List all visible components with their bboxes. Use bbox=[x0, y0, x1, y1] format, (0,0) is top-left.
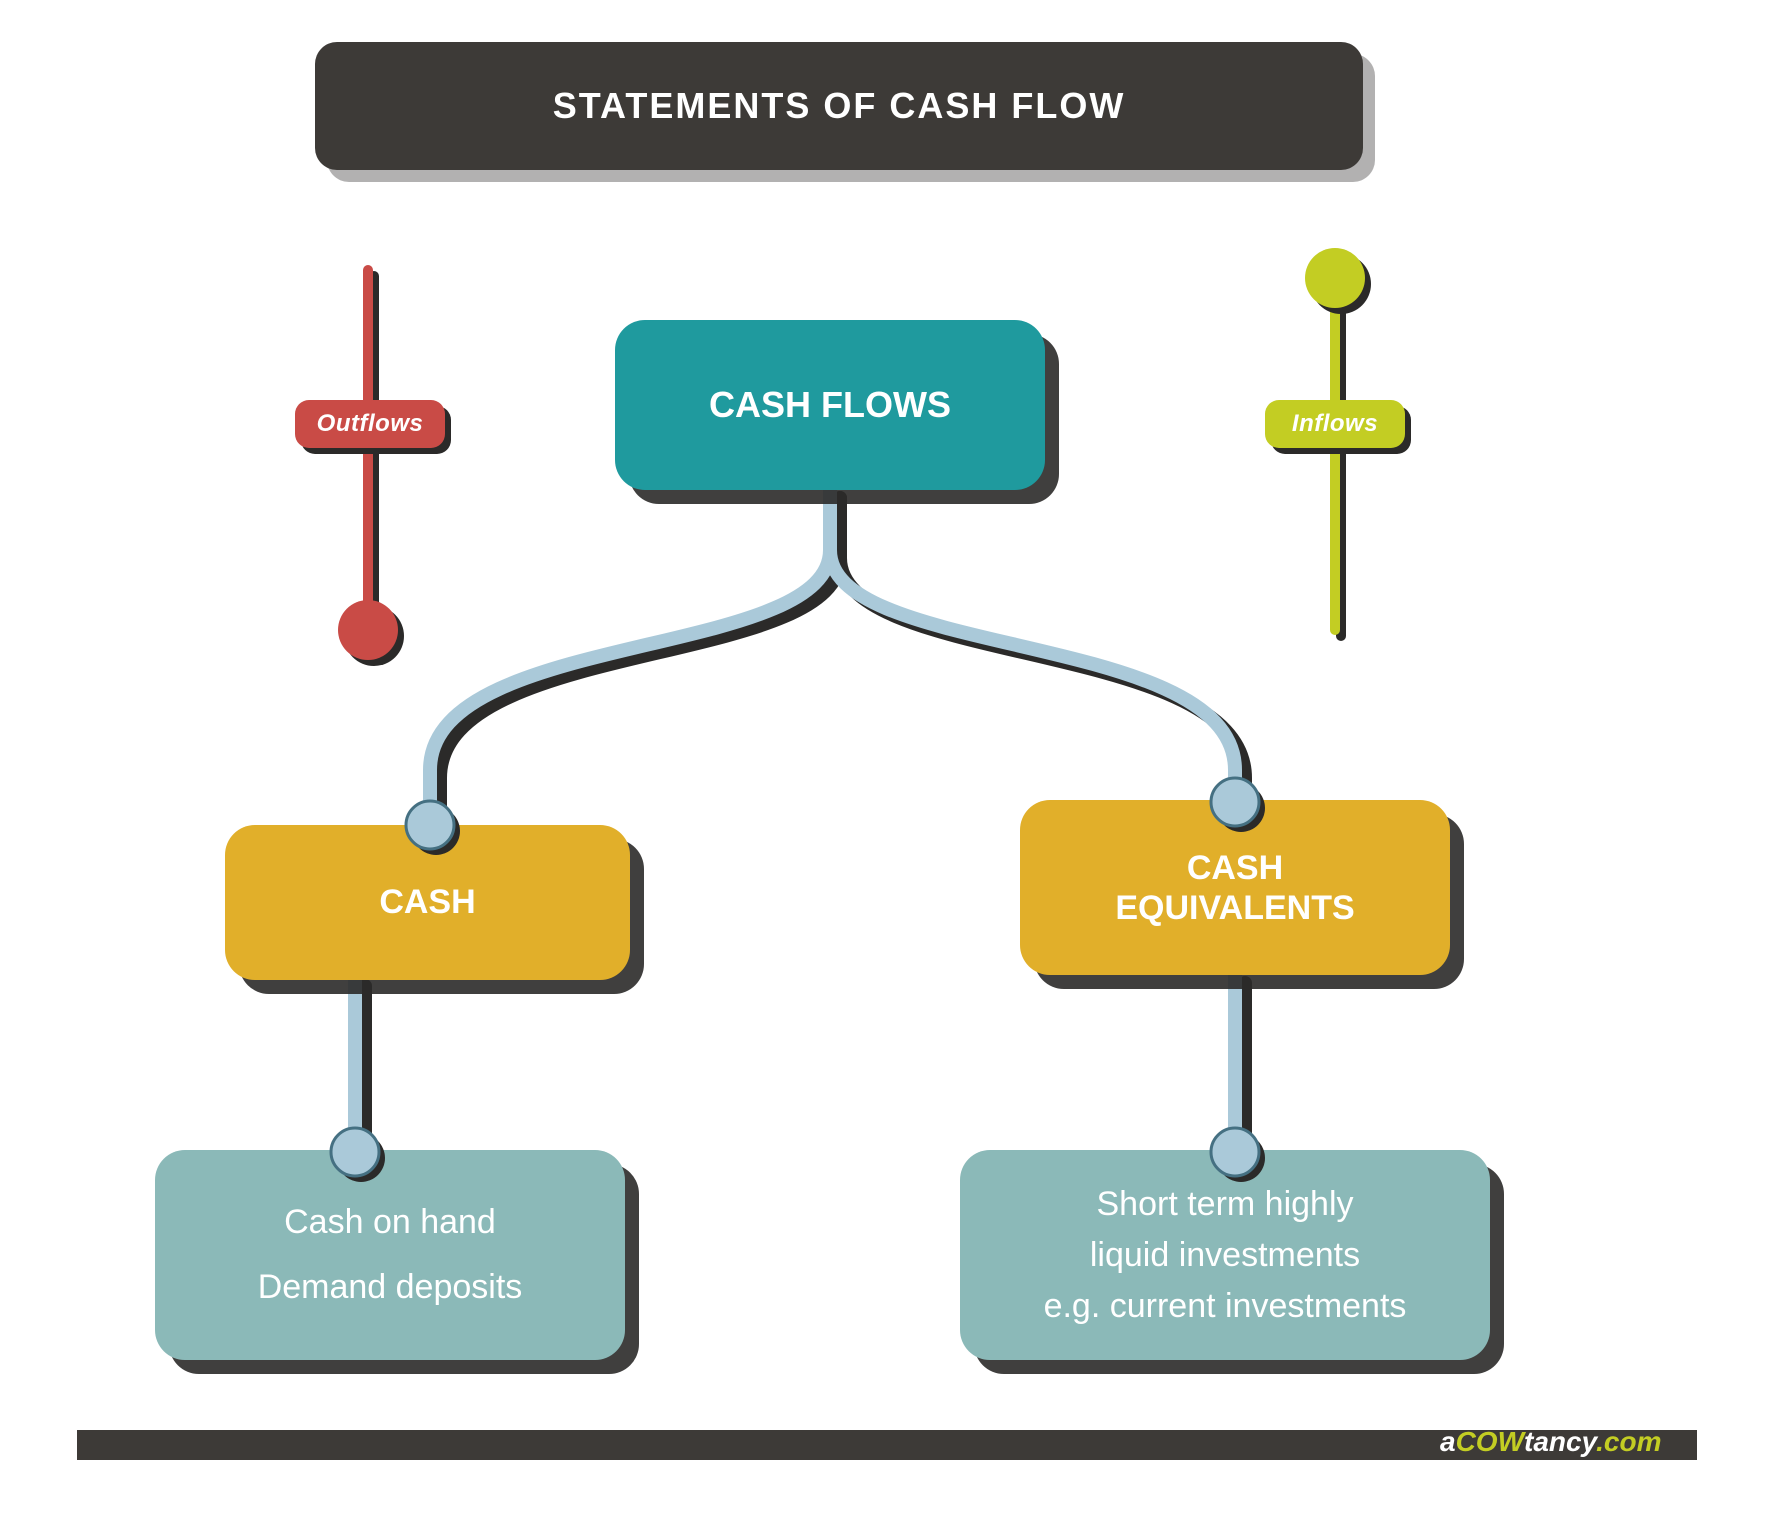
equiv-detail-line-2: liquid investments bbox=[1090, 1236, 1360, 1275]
title-text: STATEMENTS OF CASH FLOW bbox=[315, 42, 1363, 170]
connector-root_to_equiv bbox=[830, 490, 1235, 800]
outflows-indicator-ball bbox=[338, 600, 398, 660]
node-cash-equivalents-label-2: EQUIVALENTS bbox=[1115, 888, 1354, 928]
equiv-detail-line-3: e.g. current investments bbox=[1044, 1287, 1407, 1326]
watermark-part-1: COW bbox=[1456, 1426, 1524, 1457]
outflows-label: Outflows bbox=[295, 400, 445, 448]
inflows-label: Inflows bbox=[1265, 400, 1405, 448]
node-cash-flows-label: CASH FLOWS bbox=[709, 384, 951, 426]
connector-root_to_cash bbox=[430, 490, 830, 825]
node-cash-label: CASH bbox=[379, 883, 475, 922]
watermark-part-0: a bbox=[1440, 1426, 1456, 1457]
watermark-part-3: .com bbox=[1596, 1426, 1661, 1457]
node-equivalents-detail: Short term highly liquid investments e.g. … bbox=[960, 1150, 1490, 1360]
watermark-part-2: tancy bbox=[1524, 1426, 1596, 1457]
node-cash-equivalents-label-1: CASH bbox=[1187, 848, 1283, 888]
cash-detail-line-2: Demand deposits bbox=[258, 1268, 523, 1307]
node-cash: CASH bbox=[225, 825, 630, 980]
cash-detail-line-1: Cash on hand bbox=[284, 1203, 496, 1242]
inflows-indicator-ball bbox=[1305, 248, 1365, 308]
node-cash-detail: Cash on hand Demand deposits bbox=[155, 1150, 625, 1360]
node-cash-equivalents: CASHEQUIVALENTS bbox=[1020, 800, 1450, 975]
node-cash-flows: CASH FLOWS bbox=[615, 320, 1045, 490]
equiv-detail-line-1: Short term highly bbox=[1097, 1185, 1354, 1224]
watermark: aCOWtancy.com bbox=[1440, 1426, 1661, 1458]
